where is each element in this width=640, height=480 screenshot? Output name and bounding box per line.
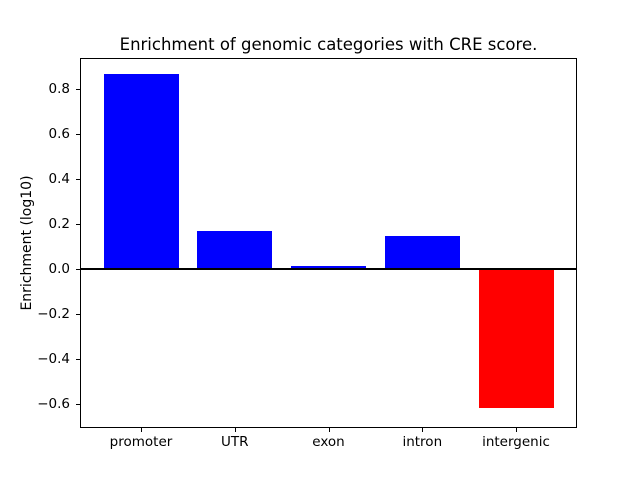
zero-line [81,267,576,270]
x-tick-label-UTR: UTR [221,434,249,450]
y-tick-label-−0.4: −0.4 [37,350,70,367]
bar-UTR [197,230,273,269]
x-tick-label-intergenic: intergenic [482,434,550,450]
bar-intron [384,236,460,269]
chart-title: Enrichment of genomic categories with CR… [119,35,538,54]
x-tick-label-intron: intron [402,434,443,450]
y-axis-label: Enrichment (log10) [19,175,35,311]
x-tick-label-exon: exon [312,434,345,450]
y-tick-−0.4 [76,358,80,360]
y-tick-0.2 [76,223,80,225]
bar-exon [291,265,366,269]
y-tick-0.4 [76,178,80,180]
plot-area: promoter UTR exon intron intergenic 0.8 0.6 0.4… [37,58,577,450]
x-tick-intron [422,428,424,432]
y-tick-label-0.8: 0.8 [48,80,70,97]
x-tick-promoter [141,428,142,432]
y-tick-−0.6 [76,403,80,405]
y-tick-−0.2 [76,313,80,315]
x-tick-label-promoter: promoter [109,434,173,450]
y-tick-label-0.0: 0.0 [48,260,70,277]
y-tick-label-0.6: 0.6 [48,125,70,142]
y-tick-label-0.2: 0.2 [48,215,70,232]
x-tick-exon [328,428,330,432]
y-tick-label-−0.2: −0.2 [37,305,70,322]
x-tick-intergenic [516,428,517,432]
bar-intergenic [478,268,554,409]
y-tick-0.8 [76,88,80,90]
x-tick-UTR [234,428,236,432]
y-tick-0.0 [76,268,80,270]
y-tick-label-0.4: 0.4 [48,170,70,187]
y-tick-0.6 [76,133,80,135]
bar-promoter [103,74,179,269]
y-tick-label-−0.6: −0.6 [37,395,70,412]
